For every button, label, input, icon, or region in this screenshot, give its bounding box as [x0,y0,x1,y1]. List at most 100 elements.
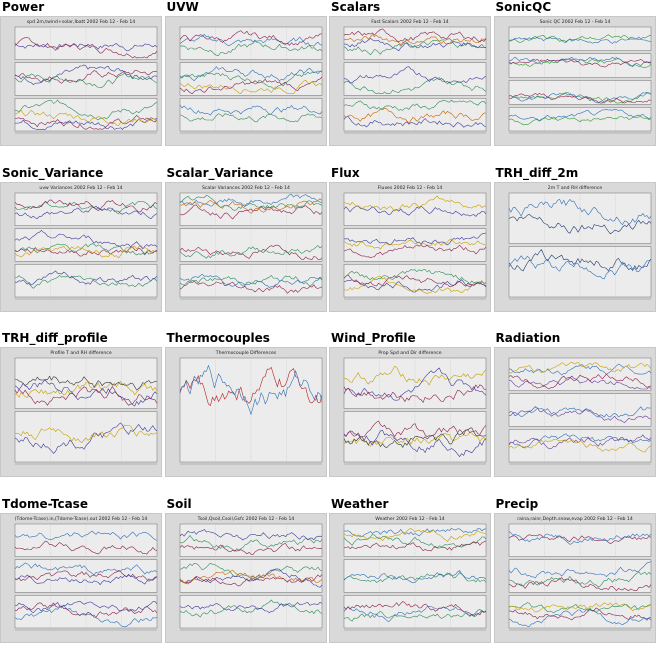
plot-link-soil[interactable]: Soil [166,496,192,511]
plot-trace [179,33,322,47]
plot-subtitle: 2m T and RH difference [547,185,602,191]
plot-thumbnail[interactable]: Thermocouple Differences [164,347,327,477]
plot-subtitle: spd 2m,twind+solar,Ibatt 2002 Feb 12 - F… [27,19,136,25]
plot-trace [508,571,651,587]
plot-thumbnail-image: uvw Variances 2002 Feb 12 - Feb 14 [1,182,161,311]
plot-thumbnail[interactable] [493,347,656,477]
plot-trace [508,363,651,376]
plot-trace [343,367,487,401]
plot-link-thermocouples[interactable]: Thermocouples [166,331,270,345]
plot-trace [14,42,158,52]
plot-trace [14,199,158,212]
plot-link-wind-profile[interactable]: Wind_Profile [331,331,416,345]
plot-cell-precip: Precip raina,rainr,Depth.snow,evap 2002 F… [493,496,656,662]
plot-thumbnail[interactable]: Fast Scalars 2002 Feb 12 - Feb 14 [329,16,491,146]
plot-trace [343,384,487,404]
plot-cell-scalar-variance: Scalar_Variance Scalar Variances 2002 Feb… [164,165,329,331]
plot-thumbnail[interactable] [164,16,327,146]
plot-trace [343,365,487,386]
plot-trace [179,79,322,95]
plot-thumbnail[interactable]: raina,rainr,Depth.snow,evap 2002 Feb 12 … [493,512,656,643]
plot-subtitle: Weather 2002 Feb 12 - Feb 14 [375,516,444,522]
plot-link-sonicqc[interactable]: SonicQC [495,0,552,14]
plot-trace [14,109,158,127]
plot-thumbnail[interactable]: Fluxes 2002 Feb 12 - Feb 14 [329,181,491,312]
plot-trace [14,380,158,398]
plot-link-flux[interactable]: Flux [331,165,360,180]
plot-link-trh-diff-profile[interactable]: TRH_diff_profile [2,331,108,345]
plot-trace [343,116,487,128]
plot-trace [343,533,487,548]
plot-trace [179,30,322,46]
plot-trace [343,420,487,438]
plot-trace [179,244,322,260]
plot-thumbnail[interactable]: Scalar Variances 2002 Feb 12 - Feb 14 [164,181,327,312]
plot-trace [14,205,158,219]
plot-thumbnail[interactable]: 2m T and RH difference [493,181,656,312]
plot-cell-thermocouples: Thermocouples Thermocouple Differences [164,331,329,496]
plot-thumbnail[interactable]: uvw Variances 2002 Feb 12 - Feb 14 [0,181,162,312]
plot-subtitle: Fast Scalars 2002 Feb 12 - Feb 14 [371,19,448,25]
plot-link-radiation[interactable]: Radiation [495,331,561,345]
plot-trace [179,573,322,586]
plot-cell-wind-profile: Wind_Profile Prop Spd and Dir difference [329,331,493,496]
plot-link-tdome-tcase[interactable]: Tdome-Tcase [2,496,88,511]
plot-link-scalar-variance[interactable]: Scalar_Variance [166,165,274,180]
plot-cell-power: Power spd 2m,twind+solar,Ibatt 2002 Feb 1… [0,0,164,165]
plot-thumbnail[interactable]: Prop Spd and Dir difference [329,347,491,477]
plot-subtitle: Prop Spd and Dir difference [378,350,441,356]
plot-trace [508,608,651,627]
plot-thumbnail[interactable]: Sonic QC 2002 Feb 12 - Feb 14 [493,16,656,146]
plot-trace [14,64,158,85]
plot-trace [14,274,158,289]
plot-trace [14,246,158,256]
plot-trace [508,375,651,390]
plot-trace [343,204,487,217]
plot-trace [179,534,322,552]
plot-link-weather[interactable]: Weather [331,496,389,511]
plot-trace [508,607,651,621]
plot-trace [179,204,322,219]
plot-trace [343,569,487,583]
plot-thumbnail-image [494,348,655,476]
plot-link-uvw[interactable]: UVW [166,0,199,14]
plot-trace [14,604,158,627]
plot-link-power[interactable]: Power [2,0,45,14]
plot-thumbnail-image: Prop Spd and Dir difference [330,348,490,476]
plot-trace [179,273,322,288]
plot-trace [14,242,158,255]
plot-thumbnail-image: raina,rainr,Depth.snow,evap 2002 Feb 12 … [494,513,655,642]
plot-cell-uvw: UVW [164,0,329,165]
plot-trace [343,34,487,46]
plot-trace [508,36,651,44]
plot-link-sonic-variance[interactable]: Sonic_Variance [2,165,104,180]
plot-link-precip[interactable]: Precip [495,496,539,511]
plot-trace [508,254,651,279]
plot-link-scalars[interactable]: Scalars [331,0,381,14]
plot-thumbnail[interactable]: Profile T and RH difference [0,347,162,477]
plot-trace [14,117,158,130]
plot-thumbnail[interactable]: spd 2m,twind+solar,Ibatt 2002 Feb 12 - F… [0,16,162,146]
plot-trace [14,72,158,89]
plot-trace [508,601,651,613]
plot-trace [343,28,487,43]
plot-subtitle: Scalar Variances 2002 Feb 12 - Feb 14 [201,185,289,191]
plot-thumbnail[interactable]: Tsoil,Qsoil,Csoil,Gsfc 2002 Feb 12 - Feb… [164,512,327,643]
plot-cell-radiation: Radiation [493,331,656,496]
plot-trace [343,243,487,258]
plot-trace [179,76,322,95]
plot-cell-soil: Soil Tsoil,Qsoil,Csoil,Gsfc 2002 Feb 12 -… [164,496,329,662]
plot-trace [179,244,322,259]
plot-thumbnail[interactable]: Weather 2002 Feb 12 - Feb 14 [329,512,491,643]
plot-trace [343,195,487,211]
plot-trace [179,601,322,613]
plot-thumbnail-image: Fluxes 2002 Feb 12 - Feb 14 [330,182,490,311]
plot-cell-weather: Weather Weather 2002 Feb 12 - Feb 14 [329,497,493,662]
plot-subtitle: raina,rainr,Depth.snow,evap 2002 Feb 12 … [517,516,633,522]
plot-thumbnail-image: (Tdome-Tcase).in,(Tdome-Tcase).out 2002 … [1,513,161,642]
plot-thumbnail[interactable]: (Tdome-Tcase).in,(Tdome-Tcase).out 2002 … [0,512,162,643]
plot-cell-trh-diff-profile: TRH_diff_profile Profile T and RH differe… [0,331,164,496]
plot-link-trh-diff-2m[interactable]: TRH_diff_2m [495,165,579,180]
plot-trace [508,406,651,423]
